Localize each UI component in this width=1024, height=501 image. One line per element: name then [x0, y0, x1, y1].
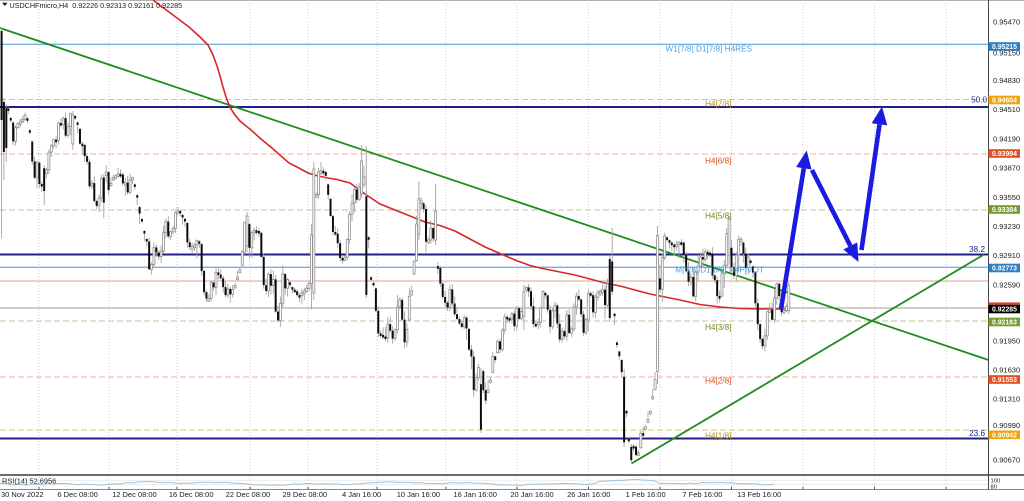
svg-text:0.90670: 0.90670: [993, 456, 1020, 465]
svg-text:0.92163: 0.92163: [992, 320, 1017, 327]
svg-text:13 Feb 16:00: 13 Feb 16:00: [737, 490, 781, 499]
svg-text:26 Jan 16:00: 26 Jan 16:00: [567, 490, 610, 499]
svg-text:0.93870: 0.93870: [993, 164, 1020, 173]
svg-text:22 Dec 08:00: 22 Dec 08:00: [226, 490, 271, 499]
svg-text:16 Dec 08:00: 16 Dec 08:00: [169, 490, 214, 499]
svg-text:0.91310: 0.91310: [993, 395, 1020, 404]
svg-text:4 Jan 16:00: 4 Jan 16:00: [342, 490, 381, 499]
svg-text:50.0: 50.0: [971, 96, 987, 105]
svg-text:0.90990: 0.90990: [993, 421, 1020, 430]
svg-text:0.94830: 0.94830: [993, 76, 1020, 85]
svg-text:29 Dec 08:00: 29 Dec 08:00: [282, 490, 327, 499]
svg-text:100: 100: [991, 478, 1001, 484]
svg-text:0.94604: 0.94604: [992, 98, 1017, 105]
svg-text:10 Jan 16:00: 10 Jan 16:00: [397, 490, 440, 499]
svg-text:H4[1/8]: H4[1/8]: [705, 432, 731, 441]
svg-text:H4[7/8]: H4[7/8]: [705, 100, 731, 109]
svg-text:0.92590: 0.92590: [993, 280, 1020, 289]
svg-text:0.93230: 0.93230: [993, 222, 1020, 231]
svg-text:0.93994: 0.93994: [992, 151, 1017, 158]
svg-text:0.91553: 0.91553: [992, 377, 1017, 384]
svg-text:38.2: 38.2: [969, 245, 985, 254]
svg-text:0.92285: 0.92285: [992, 307, 1017, 314]
svg-text:0.94510: 0.94510: [993, 105, 1020, 114]
svg-text:0.95150: 0.95150: [993, 49, 1020, 58]
svg-text:30 Nov 2022: 30 Nov 2022: [1, 490, 44, 499]
svg-text:12 Dec 08:00: 12 Dec 08:00: [112, 490, 157, 499]
svg-text:20 Jan 16:00: 20 Jan 16:00: [510, 490, 553, 499]
svg-text:1 Feb 16:00: 1 Feb 16:00: [626, 490, 666, 499]
svg-text:23.6: 23.6: [969, 429, 985, 438]
svg-text:W1[7/8] D1[7/8] H4RES: W1[7/8] D1[7/8] H4RES: [666, 45, 753, 54]
svg-text:USDCHFmicro,H4 0.92226 0.9231: USDCHFmicro,H4 0.92226 0.92313 0.92161 0…: [10, 1, 183, 10]
svg-text:6 Dec 08:00: 6 Dec 08:00: [57, 490, 97, 499]
svg-text:0.94190: 0.94190: [993, 134, 1020, 143]
svg-text:H4[3/8]: H4[3/8]: [705, 323, 731, 332]
svg-text:80: 80: [991, 484, 997, 490]
svg-text:H4[2/8]: H4[2/8]: [705, 377, 731, 386]
svg-text:RSI(14) 52.6956: RSI(14) 52.6956: [2, 477, 56, 486]
svg-text:M[6/8] D1[6/8] H4PIVOT: M[6/8] D1[6/8] H4PIVOT: [675, 266, 764, 275]
svg-text:7 Feb 16:00: 7 Feb 16:00: [682, 490, 722, 499]
svg-text:0.95470: 0.95470: [993, 18, 1020, 27]
svg-text:0.93550: 0.93550: [993, 193, 1020, 202]
svg-text:0.92773: 0.92773: [992, 266, 1017, 273]
svg-text:0.95215: 0.95215: [992, 44, 1017, 51]
svg-text:0.93384: 0.93384: [992, 207, 1017, 214]
svg-text:0.90942: 0.90942: [992, 433, 1017, 440]
svg-text:0.91630: 0.91630: [993, 366, 1020, 375]
svg-text:0.91950: 0.91950: [993, 337, 1020, 346]
svg-text:16 Jan 16:00: 16 Jan 16:00: [454, 490, 497, 499]
svg-text:0.92910: 0.92910: [993, 251, 1020, 260]
svg-text:H4[6/8]: H4[6/8]: [705, 157, 731, 166]
svg-text:H4[5/8]: H4[5/8]: [705, 212, 731, 221]
